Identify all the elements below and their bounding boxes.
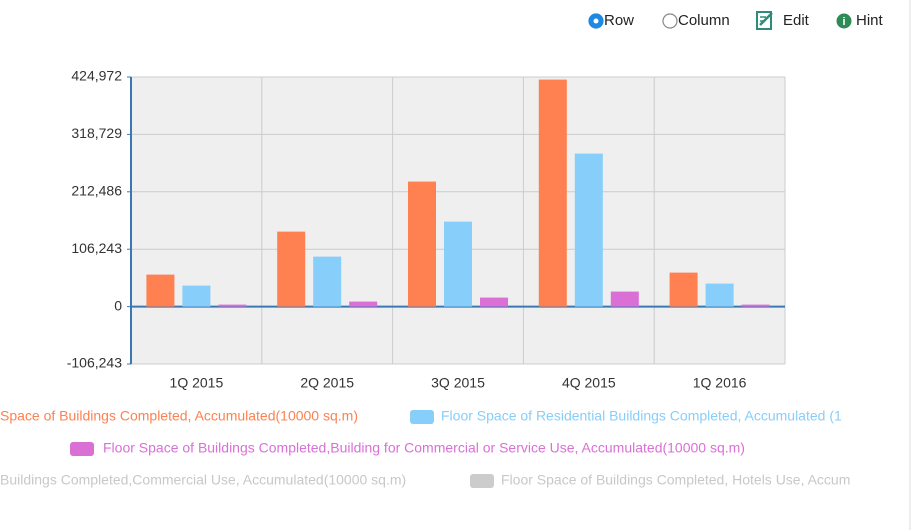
y-tick-label: 212,486 [71, 183, 122, 199]
x-tick-label: 2Q 2015 [300, 375, 354, 391]
bar [444, 221, 472, 307]
bar [705, 283, 734, 307]
bar [538, 79, 567, 307]
y-tick-label: -106,243 [67, 355, 122, 371]
x-tick-label: 3Q 2015 [431, 375, 485, 391]
legend-label[interactable]: Floor Space of Buildings Completed,Build… [103, 440, 745, 456]
bar [480, 297, 508, 307]
legend-swatch[interactable] [410, 410, 434, 424]
bar [349, 301, 378, 307]
bar [408, 181, 436, 307]
legend-label[interactable]: Floor Space of Residential Buildings Com… [441, 408, 842, 424]
x-tick-label: 1Q 2016 [693, 375, 747, 391]
bar [146, 274, 175, 307]
legend-swatch[interactable] [470, 474, 494, 488]
bar [669, 272, 698, 307]
bar [574, 153, 603, 307]
legend-label[interactable]: Space of Buildings Completed, Accumulate… [0, 408, 358, 424]
bar [218, 304, 247, 307]
edit-icon[interactable] [756, 11, 773, 30]
hint-icon[interactable]: i [836, 13, 852, 29]
bar [182, 285, 211, 307]
y-tick-label: 424,972 [71, 68, 122, 84]
bar [313, 256, 342, 307]
y-tick-label: 106,243 [71, 240, 122, 256]
radio-button[interactable] [662, 13, 678, 29]
x-tick-label: 4Q 2015 [562, 375, 616, 391]
radio-label[interactable]: Row [604, 12, 634, 29]
plot-area [131, 77, 785, 364]
y-tick-label: 318,729 [71, 125, 122, 141]
legend-swatch[interactable] [70, 442, 94, 456]
radio-label[interactable]: Column [678, 12, 730, 29]
x-tick-label: 1Q 2015 [170, 375, 224, 391]
svg-text:i: i [842, 16, 845, 28]
edit-button[interactable]: Edit [783, 12, 810, 29]
bar [741, 304, 770, 307]
legend-label[interactable]: Floor Space of Buildings Completed, Hote… [501, 472, 850, 488]
y-tick-label: 0 [114, 297, 122, 313]
legend-label[interactable]: Buildings Completed,Commercial Use, Accu… [0, 472, 406, 488]
bar [610, 291, 639, 307]
radio-dot [593, 18, 599, 24]
bar [277, 231, 306, 307]
hint-button[interactable]: Hint [856, 12, 884, 29]
